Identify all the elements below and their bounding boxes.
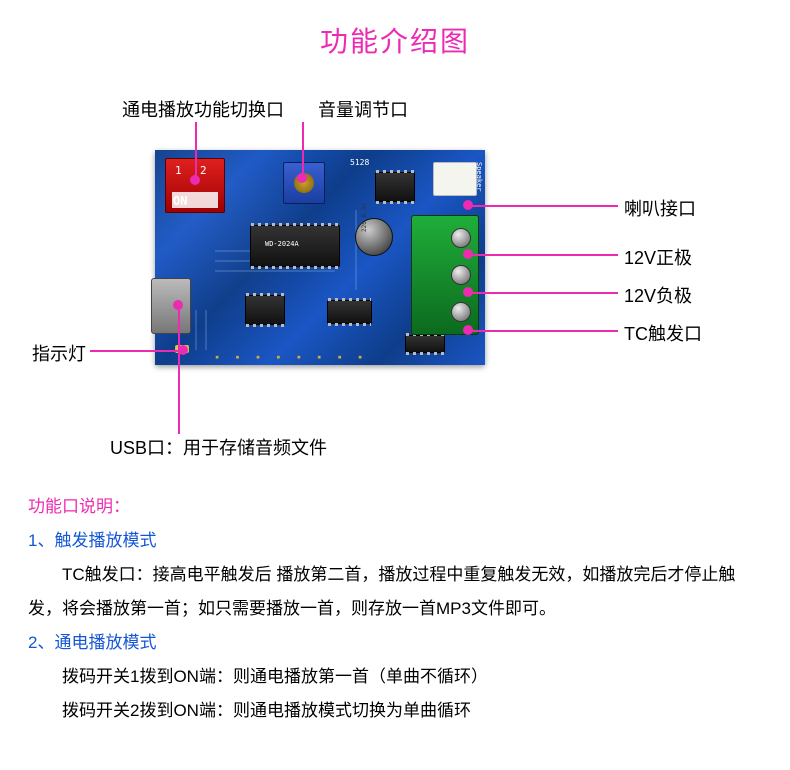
dip-label-on: ON — [173, 194, 187, 208]
leader-line — [468, 205, 618, 207]
pad-row: ▪ ▪ ▪ ▪ ▪ ▪ ▪ ▪ — [215, 353, 368, 361]
leader-dot — [297, 173, 307, 183]
pcb-trace — [215, 270, 335, 272]
dip-label-1: 1 — [175, 164, 182, 177]
leader-dot — [463, 200, 473, 210]
leader-dot — [463, 249, 473, 259]
leader-line — [468, 330, 618, 332]
leader-line — [178, 305, 180, 434]
cap-label: 220 6.3v — [361, 203, 368, 232]
leader-dot — [463, 287, 473, 297]
callout-12v-pos: 12V正极 — [624, 244, 692, 270]
volume-trimpot — [283, 162, 325, 204]
leader-dot — [173, 300, 183, 310]
desc-section2-title: 2、通电播放模式 — [28, 626, 762, 660]
terminal-screw-3 — [451, 302, 471, 322]
leader-line — [468, 254, 618, 256]
silkscreen-5128: 5128 — [350, 158, 369, 167]
pcb-trace — [195, 310, 197, 350]
leader-dot — [190, 175, 200, 185]
chip-main-label: WD-2024A — [265, 240, 299, 248]
chip-aux1 — [245, 295, 285, 325]
callout-12v-neg: 12V负极 — [624, 282, 692, 308]
pcb-trace — [355, 210, 357, 290]
chip-small — [375, 172, 415, 202]
leader-line — [302, 122, 304, 178]
chip-aux2 — [327, 300, 372, 324]
pcb-board: 1 2 ON 5128 Speaker WD-2024A 220 6.3v ▪ … — [155, 150, 485, 365]
leader-dot — [463, 325, 473, 335]
callout-tc-trigger: TC触发口 — [624, 320, 702, 346]
leader-line — [195, 122, 197, 180]
pcb-trace — [205, 310, 207, 350]
silkscreen-speaker: Speaker — [475, 162, 483, 192]
speaker-connector — [433, 162, 477, 196]
leader-line — [468, 292, 618, 294]
page-title: 功能介绍图 — [0, 20, 790, 60]
callout-speaker: 喇叭接口 — [624, 195, 696, 221]
desc-header: 功能口说明： — [28, 490, 762, 524]
terminal-screw-1 — [451, 228, 471, 248]
terminal-screw-2 — [451, 265, 471, 285]
callout-led: 指示灯 — [32, 340, 86, 366]
desc-section1-title: 1、触发播放模式 — [28, 524, 762, 558]
callout-volume: 音量调节口 — [318, 96, 408, 122]
description-section: 功能口说明： 1、触发播放模式 TC触发口：接高电平触发后 播放第二首，播放过程… — [28, 490, 762, 728]
callout-dip-switch: 通电播放功能切换口 — [122, 96, 284, 122]
dip-label-2: 2 — [200, 164, 207, 177]
desc-section1-body: TC触发口：接高电平触发后 播放第二首，播放过程中重复触发无效，如播放完后才停止… — [28, 558, 762, 626]
leader-line — [90, 350, 183, 352]
chip-aux3 — [405, 335, 445, 353]
desc-section2-line2: 拨码开关2拨到ON端：则通电播放模式切换为单曲循环 — [28, 694, 762, 728]
desc-section2-line1: 拨码开关1拨到ON端：则通电播放第一首（单曲不循环） — [28, 660, 762, 694]
usb-port — [151, 278, 191, 334]
callout-usb: USB口：用于存储音频文件 — [110, 434, 327, 460]
